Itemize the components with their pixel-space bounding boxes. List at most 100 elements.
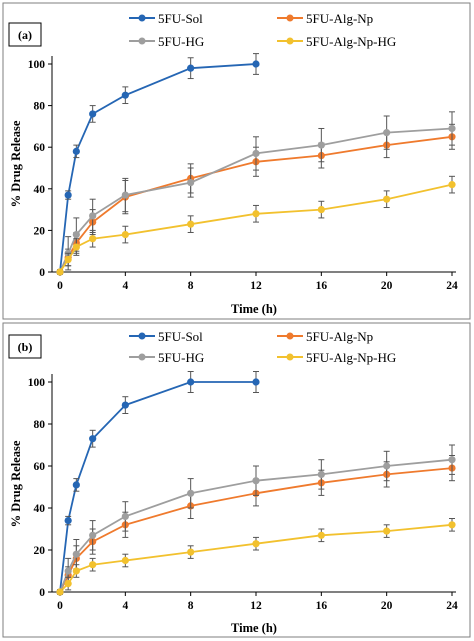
data-point-5fu-alg-np-hg [187, 220, 195, 228]
series-line-5fu-alg-np [59, 135, 453, 273]
panel-b-tag-box [8, 334, 42, 359]
data-point-5fu-alg-np-hg [89, 561, 97, 569]
panel-b-frame [2, 322, 471, 638]
series-line-5fu-alg-np-hg [59, 183, 453, 273]
data-point-5fu-hg [317, 470, 325, 478]
panel-a-tag-box [8, 22, 42, 47]
data-point-5fu-hg [72, 230, 80, 239]
legend-marker-5fu-sol [138, 332, 146, 340]
data-point-5fu-alg-np-hg [72, 567, 80, 575]
data-point-5fu-sol [89, 435, 97, 443]
data-point-5fu-alg-np-hg [448, 181, 456, 189]
legend-label-5fu-hg: 5FU-HG [158, 34, 204, 49]
data-point-5fu-alg-np-hg [56, 588, 64, 596]
legend-marker-5fu-alg-np [286, 332, 294, 340]
y-tick-label: 0 [39, 267, 45, 279]
data-point-5fu-hg [89, 531, 97, 539]
x-tick-label: 24 [446, 600, 458, 612]
data-point-5fu-hg [448, 124, 456, 133]
legend-marker-5fu-alg-np [286, 14, 294, 22]
panel-b-ticks: 0 4 8 12 16 20 24 0 20 40 60 80 100 [28, 377, 458, 612]
legend-marker-5fu-alg-np-hg [286, 353, 294, 361]
x-tick-label: 12 [250, 600, 262, 612]
data-point-5fu-alg-np-hg [383, 527, 391, 535]
data-point-5fu-alg-np-hg [448, 521, 456, 529]
data-point-5fu-sol [187, 378, 195, 386]
x-tick-label: 0 [57, 600, 63, 612]
data-point-5fu-alg-np-hg [317, 206, 325, 214]
legend-marker-5fu-alg-np-hg [286, 37, 294, 45]
panel-a-frame [2, 2, 471, 320]
data-point-5fu-sol [187, 64, 195, 72]
data-point-5fu-alg-np-hg [56, 268, 64, 276]
x-tick-label: 12 [250, 280, 262, 292]
legend-label-5fu-alg-np: 5FU-Alg-Np [306, 329, 373, 344]
panel-b-axes: 0 4 8 12 16 20 24 0 20 40 60 80 100 % Drug Release T… [9, 374, 458, 635]
data-point-5fu-sol [252, 60, 260, 68]
panel-a-axes: 0 4 8 12 16 20 24 0 20 40 60 80 100 % Drug Release T… [9, 56, 458, 316]
data-point-5fu-hg [383, 462, 391, 470]
y-tick-label: 40 [34, 503, 46, 515]
series-line-5fu-hg [59, 127, 453, 273]
data-point-5fu-hg [383, 129, 391, 137]
panel-b-y-axis-label: % Drug Release [9, 440, 23, 527]
data-point-5fu-hg [187, 489, 195, 497]
data-point-5fu-hg [121, 191, 129, 199]
legend-marker-5fu-hg [138, 37, 146, 45]
legend-marker-5fu-sol [138, 14, 146, 22]
data-point-5fu-alg-np-hg [187, 548, 195, 556]
series-line-5fu-alg-np [59, 467, 453, 593]
x-tick-label: 4 [122, 600, 128, 612]
x-tick-label: 8 [188, 600, 194, 612]
panel-b-plot-area [56, 371, 456, 596]
legend-label-5fu-alg-np-hg: 5FU-Alg-Np-HG [306, 350, 396, 365]
data-point-5fu-alg-np-hg [72, 243, 80, 251]
data-point-5fu-sol [72, 147, 80, 155]
data-point-5fu-hg [252, 149, 260, 158]
data-point-5fu-alg-np-hg [121, 230, 129, 239]
series-line-5fu-alg-np-hg [59, 523, 453, 593]
data-point-5fu-sol [89, 110, 97, 118]
data-point-5fu-sol [252, 378, 260, 386]
y-tick-label: 80 [34, 419, 46, 431]
data-point-5fu-hg [121, 512, 129, 521]
panel-a-legend: 5FU-Sol 5FU-HG 5FU-Alg-Np 5FU-Alg-Np-HG [129, 11, 396, 49]
panel-b-tag: (b) [18, 340, 33, 354]
legend-label-5fu-alg-np-hg: 5FU-Alg-Np-HG [306, 34, 396, 49]
y-tick-label: 80 [34, 101, 46, 113]
x-tick-label: 16 [316, 280, 328, 292]
series-line-5fu-hg [59, 458, 453, 593]
x-tick-label: 24 [446, 280, 458, 292]
x-tick-label: 20 [381, 600, 393, 612]
panel-a-tag: (a) [18, 28, 32, 42]
legend-label-5fu-alg-np: 5FU-Alg-Np [306, 11, 373, 26]
data-point-5fu-hg [89, 212, 97, 220]
data-point-5fu-alg-np-hg [252, 540, 260, 548]
panel-b: (b) 5FU-Sol 5FU-HG 5FU-Alg-Np 5FU-Alg-Np… [2, 322, 471, 638]
y-tick-label: 20 [34, 225, 46, 237]
x-tick-label: 8 [188, 280, 194, 292]
panel-b-x-axis-label: Time (h) [231, 621, 277, 635]
panel-a-plot-area [56, 53, 456, 276]
legend-label-5fu-sol: 5FU-Sol [158, 329, 203, 344]
legend-marker-5fu-hg [138, 353, 146, 361]
legend-label-5fu-hg: 5FU-HG [158, 350, 204, 365]
data-point-5fu-sol [64, 517, 72, 525]
x-tick-label: 0 [57, 280, 63, 292]
panel-a: (a) 5FU-Sol 5FU-HG 5FU-Alg-Np 5FU-Alg-Np… [2, 2, 471, 320]
data-point-5fu-sol [121, 91, 129, 99]
data-point-5fu-alg-np-hg [64, 255, 72, 264]
panel-b-legend: 5FU-Sol 5FU-HG 5FU-Alg-Np 5FU-Alg-Np-HG [129, 329, 396, 365]
data-point-5fu-hg [252, 477, 260, 485]
x-tick-label: 16 [316, 600, 328, 612]
y-tick-label: 60 [34, 461, 46, 473]
legend-label-5fu-sol: 5FU-Sol [158, 11, 203, 26]
y-tick-label: 20 [34, 545, 46, 557]
panel-a-x-axis-label: Time (h) [231, 302, 277, 316]
data-point-5fu-alg-np-hg [383, 195, 391, 203]
x-tick-label: 20 [381, 280, 393, 292]
data-point-5fu-alg-np-hg [64, 580, 72, 588]
data-point-5fu-alg-np-hg [317, 531, 325, 539]
data-point-5fu-alg-np-hg [252, 210, 260, 218]
